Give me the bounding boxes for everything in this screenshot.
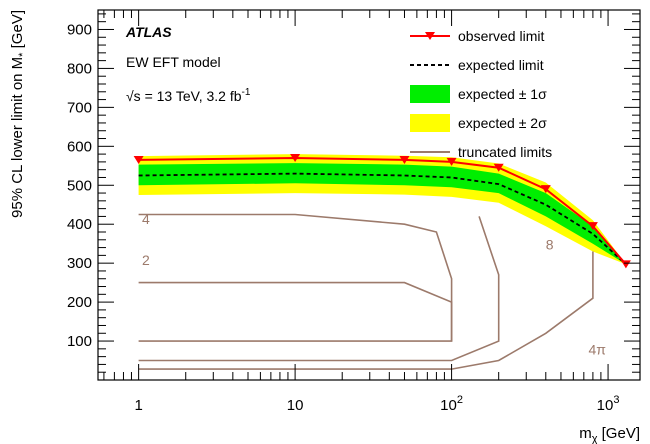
truncated-label-0: 4: [142, 211, 150, 227]
legend-band2-swatch: [410, 114, 450, 132]
limit-lines: [133, 154, 631, 269]
x-axis-title: mχ [GeV]: [579, 425, 640, 444]
truncated-label-1: 2: [142, 252, 150, 268]
y-axis-title: 95% CL lower limit on M* [GeV]: [9, 10, 29, 218]
y-tick-label-1: 200: [67, 294, 92, 311]
atlas-label: ATLAS: [125, 24, 172, 40]
y-tick-label-8: 900: [67, 21, 92, 38]
observed-point-2: [399, 155, 410, 164]
observed-point-5: [540, 185, 551, 194]
legend-observed-label: observed limit: [458, 28, 544, 44]
legend-observed-marker: [425, 32, 435, 40]
model-label: EW EFT model: [126, 54, 221, 70]
band-1sigma: [138, 163, 626, 265]
y-tick-label-5: 600: [67, 138, 92, 155]
truncated-label-2: 8: [546, 237, 554, 253]
y-tick-label-4: 500: [67, 177, 92, 194]
legend-band1-label: expected ± 1σ: [458, 86, 547, 102]
y-tick-label-6: 700: [67, 99, 92, 116]
x-tick-label-1: 10: [287, 397, 304, 414]
observed-point-3: [446, 157, 457, 166]
legend-band1-swatch: [410, 85, 450, 103]
truncated-line-3: [138, 251, 594, 370]
axes: 100 200 300 400 500 600 700 800 900 1 10 102 103 mχ […: [9, 9, 641, 444]
observed-point-6: [587, 222, 598, 231]
truncated-line-0: [138, 213, 453, 342]
x-tick-label-3: 103: [597, 394, 620, 414]
observed-point-7: [620, 260, 631, 269]
observed-line: [138, 156, 627, 265]
x-tick-label-0: 1: [134, 397, 142, 414]
y-tick-label-2: 300: [67, 255, 92, 272]
uncertainty-bands: [138, 154, 626, 265]
observed-point-0: [133, 155, 144, 164]
annotations: ATLAS EW EFT model √s = 13 TeV, 3.2 fb-1: [125, 24, 251, 104]
x-tick-label-2: 102: [440, 394, 463, 414]
y-tick-label-0: 100: [67, 333, 92, 350]
legend-band2-label: expected ± 2σ: [458, 115, 547, 131]
observed-point-4: [493, 163, 504, 172]
y-tick-label-7: 800: [67, 60, 92, 77]
truncated-limits: 4 2 8 4π: [138, 211, 607, 370]
y-tick-label-3: 400: [67, 216, 92, 233]
legend-truncated-label: truncated limits: [458, 144, 552, 160]
truncated-line-2: [138, 216, 500, 362]
observed-point-1: [290, 154, 301, 162]
energy-label: √s = 13 TeV, 3.2 fb-1: [126, 87, 251, 104]
legend: observed limit expected limit expected ± 1…: [410, 28, 552, 160]
legend-expected-label: expected limit: [458, 57, 544, 73]
truncated-label-3: 4π: [589, 342, 607, 358]
plot-frame: [97, 9, 641, 381]
expected-line: [138, 172, 627, 265]
truncated-line-1: [138, 281, 453, 342]
